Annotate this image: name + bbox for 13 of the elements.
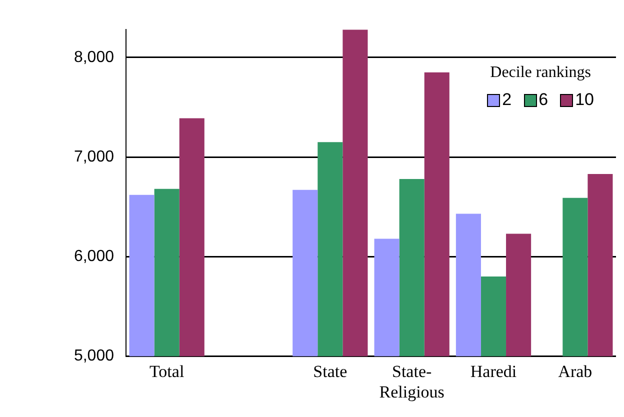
- x-tick-label: State-Religious: [379, 362, 444, 402]
- x-tick-label: Arab: [558, 362, 592, 381]
- legend-label: 6: [538, 90, 548, 110]
- y-tick-label: 5,000: [74, 348, 114, 365]
- legend-label: 2: [502, 90, 512, 110]
- legend-label: 10: [575, 90, 594, 110]
- x-tick-label: State: [313, 362, 348, 381]
- x-tick-label: Total: [149, 362, 184, 381]
- legend-title: Decile rankings: [489, 64, 592, 82]
- y-tick-label: 8,000: [74, 48, 114, 66]
- x-tick-label: Haredi: [470, 362, 517, 381]
- y-tick-label: 6,000: [74, 248, 114, 266]
- y-tick-label: 7,000: [74, 148, 114, 166]
